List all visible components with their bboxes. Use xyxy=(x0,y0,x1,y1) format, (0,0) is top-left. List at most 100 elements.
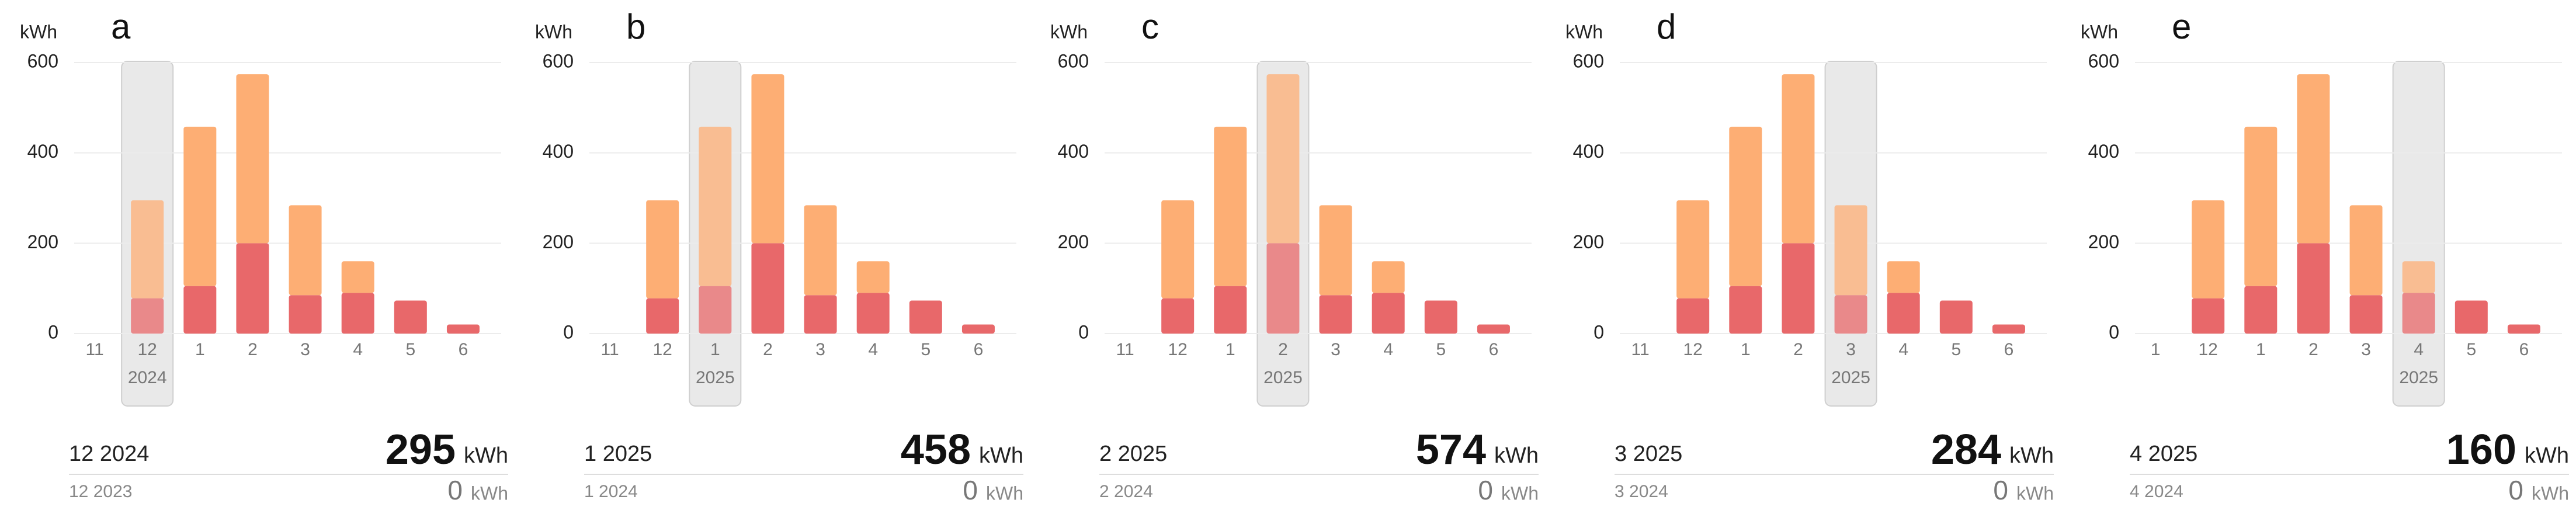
bar-segment xyxy=(856,261,890,293)
bar-segment xyxy=(804,205,837,296)
x-tick-label: 6 xyxy=(2004,340,2014,359)
bar-segment xyxy=(1424,300,1457,334)
period: 12 2024 xyxy=(69,442,149,466)
x-tick-label: 5 xyxy=(1951,340,1961,359)
bar-segment xyxy=(1782,74,1815,244)
bar-segment xyxy=(394,300,427,334)
x-tick-label: 4 xyxy=(1898,340,1908,359)
y-axis-unit: kWh xyxy=(535,21,572,42)
bar-segment xyxy=(2349,205,2383,296)
total-value: 160 xyxy=(2446,426,2516,473)
x-tick-label: 6 xyxy=(974,340,984,359)
bar-segment xyxy=(1782,243,1815,334)
compare-period: 3 2024 xyxy=(1615,482,1668,501)
y-tick-label: 400 xyxy=(27,141,58,162)
y-tick-label: 600 xyxy=(2088,50,2119,71)
compare-value: 0 xyxy=(1478,475,1493,505)
panel-label: b xyxy=(626,7,645,46)
x-tick-label: 2 xyxy=(2308,340,2318,359)
x-tick-label: 5 xyxy=(2466,340,2476,359)
compare-value: 0 xyxy=(447,475,463,505)
total-unit: kWh xyxy=(979,443,1023,468)
bar-segment xyxy=(961,324,995,334)
selected-year: 2025 xyxy=(2399,368,2438,387)
x-tick-label: 5 xyxy=(921,340,931,359)
bar-segment xyxy=(1266,74,1300,244)
x-tick-label: 11 xyxy=(1631,340,1649,359)
x-tick-label: 11 xyxy=(600,340,619,359)
bar-segment xyxy=(2297,243,2330,334)
bar-segment xyxy=(699,286,732,334)
bar-segment xyxy=(1992,324,2025,334)
y-tick-label: 200 xyxy=(2088,231,2119,252)
x-tick-label: 1 xyxy=(1225,340,1235,359)
x-tick-label: 4 xyxy=(868,340,878,359)
x-tick-label: 12 xyxy=(138,340,157,359)
y-tick-label: 400 xyxy=(1573,141,1604,162)
bar-segment xyxy=(751,243,784,334)
x-tick-label: 1 xyxy=(195,340,205,359)
y-tick-label: 0 xyxy=(563,321,574,342)
compare-value: 0 xyxy=(2508,475,2523,505)
bar-segment xyxy=(1887,293,1920,334)
bar-segment xyxy=(1319,295,1352,334)
selected-year: 2024 xyxy=(128,368,167,387)
x-tick-label: 1 xyxy=(1741,340,1751,359)
period: 1 2025 xyxy=(584,442,652,466)
bar-segment xyxy=(2455,300,2488,334)
x-tick-label: 2 xyxy=(1793,340,1803,359)
bar-segment xyxy=(1729,286,1762,334)
bar-segment xyxy=(2244,286,2278,334)
bar-segment xyxy=(2349,295,2383,334)
x-tick-label: 6 xyxy=(1489,340,1499,359)
y-tick-label: 400 xyxy=(1058,141,1089,162)
x-tick-label: 3 xyxy=(300,340,310,359)
y-tick-label: 0 xyxy=(1593,321,1604,342)
bar-segment xyxy=(1676,298,1710,334)
bar-segment xyxy=(1834,295,1867,334)
bar-segment xyxy=(2244,126,2278,286)
x-tick-label: 3 xyxy=(815,340,825,359)
bar-segment xyxy=(2297,74,2330,244)
total-value: 458 xyxy=(901,426,971,473)
panel-label: e xyxy=(2172,7,2191,46)
bar-segment xyxy=(1887,261,1920,293)
selected-year: 2025 xyxy=(1831,368,1870,387)
x-tick-label: 5 xyxy=(405,340,415,359)
bar-segment xyxy=(1729,126,1762,286)
x-tick-label: 2 xyxy=(763,340,773,359)
bar-segment xyxy=(1266,243,1300,334)
bar-segment xyxy=(1372,293,1405,334)
panel-label: a xyxy=(111,7,131,46)
y-tick-label: 200 xyxy=(543,231,574,252)
y-axis-unit: kWh xyxy=(20,21,57,42)
bar-segment xyxy=(236,243,269,334)
y-tick-label: 200 xyxy=(1573,231,1604,252)
bar-segment xyxy=(2507,324,2540,334)
bar-segment xyxy=(183,286,217,334)
bar-segment xyxy=(183,126,217,286)
bar-segment xyxy=(2192,298,2225,334)
bar-segment xyxy=(1161,298,1195,334)
compare-unit: kWh xyxy=(471,483,508,504)
bar-segment xyxy=(1214,286,1247,334)
panel-label: c xyxy=(1141,7,1159,46)
period: 3 2025 xyxy=(1615,442,1682,466)
bar-segment xyxy=(1676,200,1710,299)
y-tick-label: 200 xyxy=(27,231,58,252)
x-tick-label: 12 xyxy=(2199,340,2218,359)
compare-unit: kWh xyxy=(986,483,1023,504)
bar-segment xyxy=(804,295,837,334)
x-tick-label: 2 xyxy=(1278,340,1288,359)
x-tick-label: 12 xyxy=(1683,340,1703,359)
x-tick-label: 3 xyxy=(1846,340,1856,359)
bar-segment xyxy=(1161,200,1195,299)
selected-year: 2025 xyxy=(1263,368,1303,387)
selected-year: 2025 xyxy=(696,368,735,387)
bar-segment xyxy=(646,298,679,334)
bar-segment xyxy=(446,324,480,334)
